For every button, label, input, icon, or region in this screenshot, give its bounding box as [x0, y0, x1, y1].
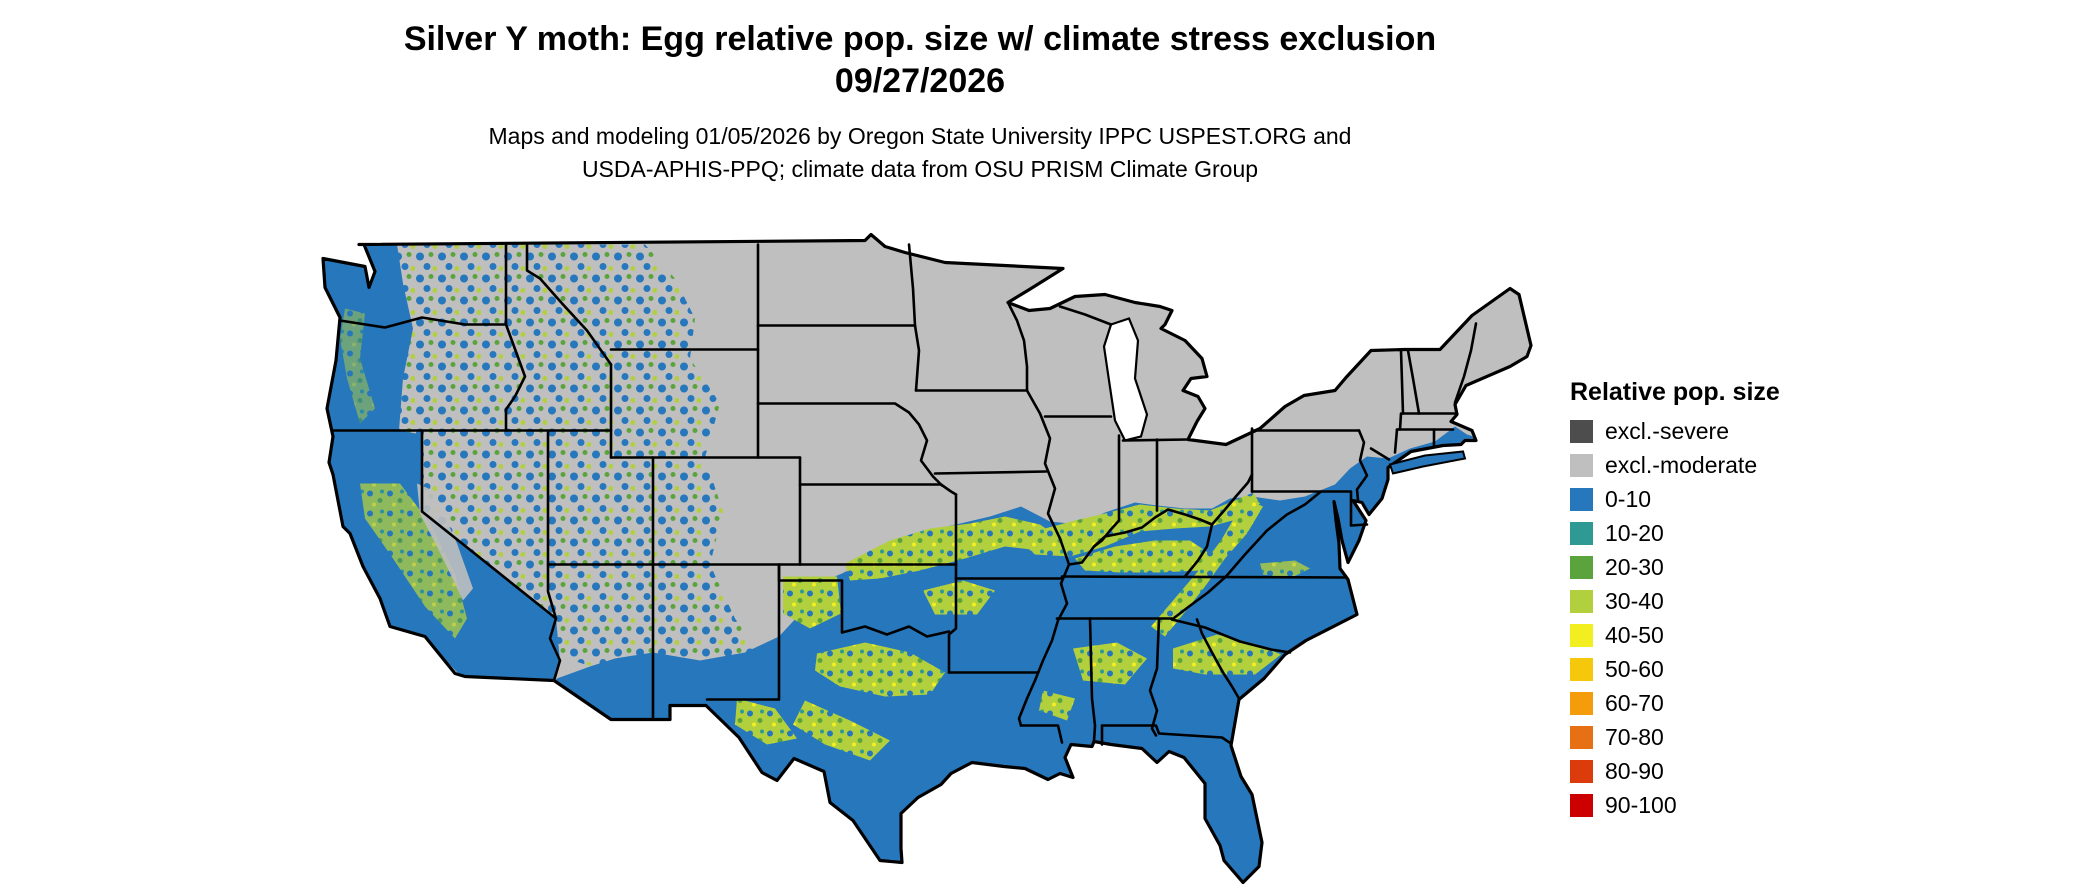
pnw-green-mottle — [340, 308, 375, 424]
legend-swatch — [1570, 590, 1593, 613]
legend-label: 30-40 — [1605, 588, 1664, 614]
us-choropleth-map — [305, 228, 1535, 884]
map-header: Silver Y moth: Egg relative pop. size w/… — [0, 18, 1840, 186]
legend-label: 0-10 — [1605, 486, 1652, 512]
map-legend: Relative pop. size excl.-severe excl.-mo… — [1570, 378, 1870, 827]
green-band-kentucky — [1075, 540, 1217, 573]
legend-swatch — [1570, 726, 1593, 749]
legend-label: 10-20 — [1605, 520, 1664, 546]
long-island — [1388, 450, 1467, 475]
legend-item: 90-100 — [1570, 792, 1870, 818]
legend-label: 90-100 — [1605, 792, 1677, 818]
legend-item: 30-40 — [1570, 588, 1870, 614]
legend-label: 60-70 — [1605, 690, 1664, 716]
green-band-appalachians — [1151, 498, 1263, 637]
green-patch-virginia — [1260, 560, 1310, 579]
green-swirl-west-texas — [735, 698, 797, 745]
legend-item: 80-90 — [1570, 758, 1870, 784]
map-title-line1: Silver Y moth: Egg relative pop. size w/… — [403, 20, 1437, 58]
legend-label: 70-80 — [1605, 724, 1664, 750]
legend-item: 40-50 — [1570, 622, 1870, 648]
legend-item: 50-60 — [1570, 656, 1870, 682]
lake-michigan — [1102, 317, 1149, 442]
california-valley-mottle — [360, 483, 467, 639]
pacific-blue-region — [323, 244, 560, 699]
legend-swatch — [1570, 692, 1593, 715]
legend-swatch — [1570, 488, 1593, 511]
legend-label: 20-30 — [1605, 554, 1664, 580]
map-subtitle-line1: Maps and modeling 01/05/2026 by Oregon S… — [488, 123, 1352, 149]
legend-swatch — [1570, 624, 1593, 647]
legend-swatch — [1570, 794, 1593, 817]
sierra-gray-streak — [417, 483, 473, 601]
us-map-svg — [321, 232, 1533, 884]
green-band-ohio-valley — [1005, 492, 1260, 557]
map-subtitle-line2: USDA-APHIS-PPQ; climate data from OSU PR… — [581, 156, 1259, 182]
legend-swatch — [1570, 760, 1593, 783]
green-swirl-south-texas — [793, 700, 890, 761]
us-outline — [321, 232, 1533, 884]
legend-label: 50-60 — [1605, 656, 1664, 682]
legend-title: Relative pop. size — [1570, 378, 1780, 406]
legend-swatch — [1570, 522, 1593, 545]
legend-swatch — [1570, 658, 1593, 681]
legend-item: 10-20 — [1570, 520, 1870, 546]
legend-swatch — [1570, 454, 1593, 477]
green-patch-louisiana — [1039, 690, 1075, 721]
legend-item: excl.-moderate — [1570, 452, 1870, 478]
legend-item: 0-10 — [1570, 486, 1870, 512]
legend-item: 70-80 — [1570, 724, 1870, 750]
legend-label: excl.-moderate — [1605, 452, 1758, 478]
green-swirl-texas-panhandle — [783, 576, 841, 629]
legend-swatch — [1570, 420, 1593, 443]
legend-item: 20-30 — [1570, 554, 1870, 580]
green-patch-east-oklahoma — [923, 580, 995, 615]
legend-item: excl.-severe — [1570, 418, 1870, 444]
green-swirl-central-texas — [815, 642, 945, 697]
legend-label: 80-90 — [1605, 758, 1664, 784]
map-title-date: 09/27/2026 — [834, 62, 1006, 100]
legend-label: 40-50 — [1605, 622, 1664, 648]
legend-swatch — [1570, 556, 1593, 579]
legend-item: 60-70 — [1570, 690, 1870, 716]
legend-label: excl.-severe — [1605, 418, 1729, 444]
map-subtitle: Maps and modeling 01/05/2026 by Oregon S… — [0, 120, 1840, 186]
state-borders — [331, 243, 1478, 746]
